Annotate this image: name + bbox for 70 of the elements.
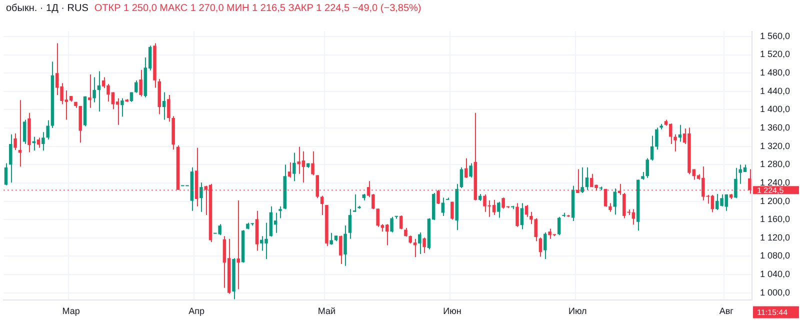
candlestick xyxy=(399,214,403,230)
candlestick xyxy=(269,206,273,238)
candlestick xyxy=(613,188,616,216)
y-tick-label: 1 280,0 xyxy=(760,159,790,170)
candlestick xyxy=(162,92,166,120)
candlestick xyxy=(497,201,500,218)
y-tick-label: 1 160,0 xyxy=(760,214,790,224)
chart-title: обыкн. · 1Д · RUS xyxy=(6,3,88,14)
candlestick xyxy=(200,182,203,212)
candlestick xyxy=(120,98,124,118)
candlestick xyxy=(46,120,50,140)
y-tick-label: 1 240,0 xyxy=(760,177,790,188)
y-tick-label: 1 120,0 xyxy=(760,232,790,242)
candlestick xyxy=(385,224,389,246)
candlestick xyxy=(139,69,142,97)
y-tick-label: 1 040,0 xyxy=(760,269,790,280)
candlestick xyxy=(330,232,333,246)
y-tick-label: 1 520,0 xyxy=(760,49,790,60)
y-tick-label: 1 000,0 xyxy=(760,287,790,298)
candlestick xyxy=(544,232,547,260)
candlestick xyxy=(538,236,542,258)
candlestick xyxy=(348,208,352,240)
candlestick xyxy=(460,166,464,189)
x-tick-label: Июн xyxy=(443,306,462,316)
candlestick xyxy=(520,202,524,230)
candlestick xyxy=(418,232,422,254)
y-tick-label: 1 400,0 xyxy=(760,104,790,114)
candlestick xyxy=(344,225,347,266)
x-tick-label: Июл xyxy=(568,306,587,316)
candlestick xyxy=(36,137,40,148)
candlestick xyxy=(14,133,17,150)
candlestick xyxy=(646,158,650,178)
candlestick xyxy=(42,132,45,151)
y-tick-label: 1 480,0 xyxy=(760,68,790,78)
candlestick xyxy=(585,166,589,190)
candlestick xyxy=(320,195,324,216)
candlestick xyxy=(450,201,454,220)
x-tick-label: Май xyxy=(318,306,336,316)
candlestick xyxy=(278,206,282,219)
candlestick xyxy=(92,76,96,103)
candlestick xyxy=(469,162,472,178)
y-tick-label: 1 440,0 xyxy=(760,86,790,96)
x-tick-label: Апр xyxy=(188,306,205,316)
candlestick xyxy=(22,119,26,145)
candlestick xyxy=(580,166,584,194)
candlestick xyxy=(390,216,394,233)
ref-line-label: 1 224,5 xyxy=(756,186,784,195)
candlestick xyxy=(422,236,426,254)
candlestick xyxy=(288,162,292,178)
candlestick xyxy=(134,80,138,94)
y-tick-label: 1 200,0 xyxy=(760,196,790,206)
y-tick-label: 1 560,0 xyxy=(760,30,790,41)
candlestick xyxy=(292,152,296,182)
candlestick xyxy=(516,202,519,228)
y-tick-label: 1 080,0 xyxy=(760,250,790,261)
y-tick-label: 1 320,0 xyxy=(760,140,790,151)
candlestick xyxy=(557,216,561,236)
x-tick-label: Авг xyxy=(719,306,734,316)
x-tick-label: Мар xyxy=(62,306,80,316)
y-tick-label: 1 360,0 xyxy=(760,122,790,133)
candlestick xyxy=(97,70,101,112)
candlestick xyxy=(9,134,12,184)
candlestick xyxy=(464,158,468,178)
candlestick xyxy=(441,197,445,216)
candlestick xyxy=(311,150,314,176)
candlestick xyxy=(88,74,92,108)
chart-subtitle: ОТКР 1 250,0 МАКС 1 270,0 МИН 1 216,5 ЗАКР 1 224,5 −49,0 (−3,85%) xyxy=(94,3,422,14)
candlestick xyxy=(4,162,8,186)
candlestick xyxy=(339,235,342,265)
text: 11:15:44 xyxy=(756,308,788,317)
